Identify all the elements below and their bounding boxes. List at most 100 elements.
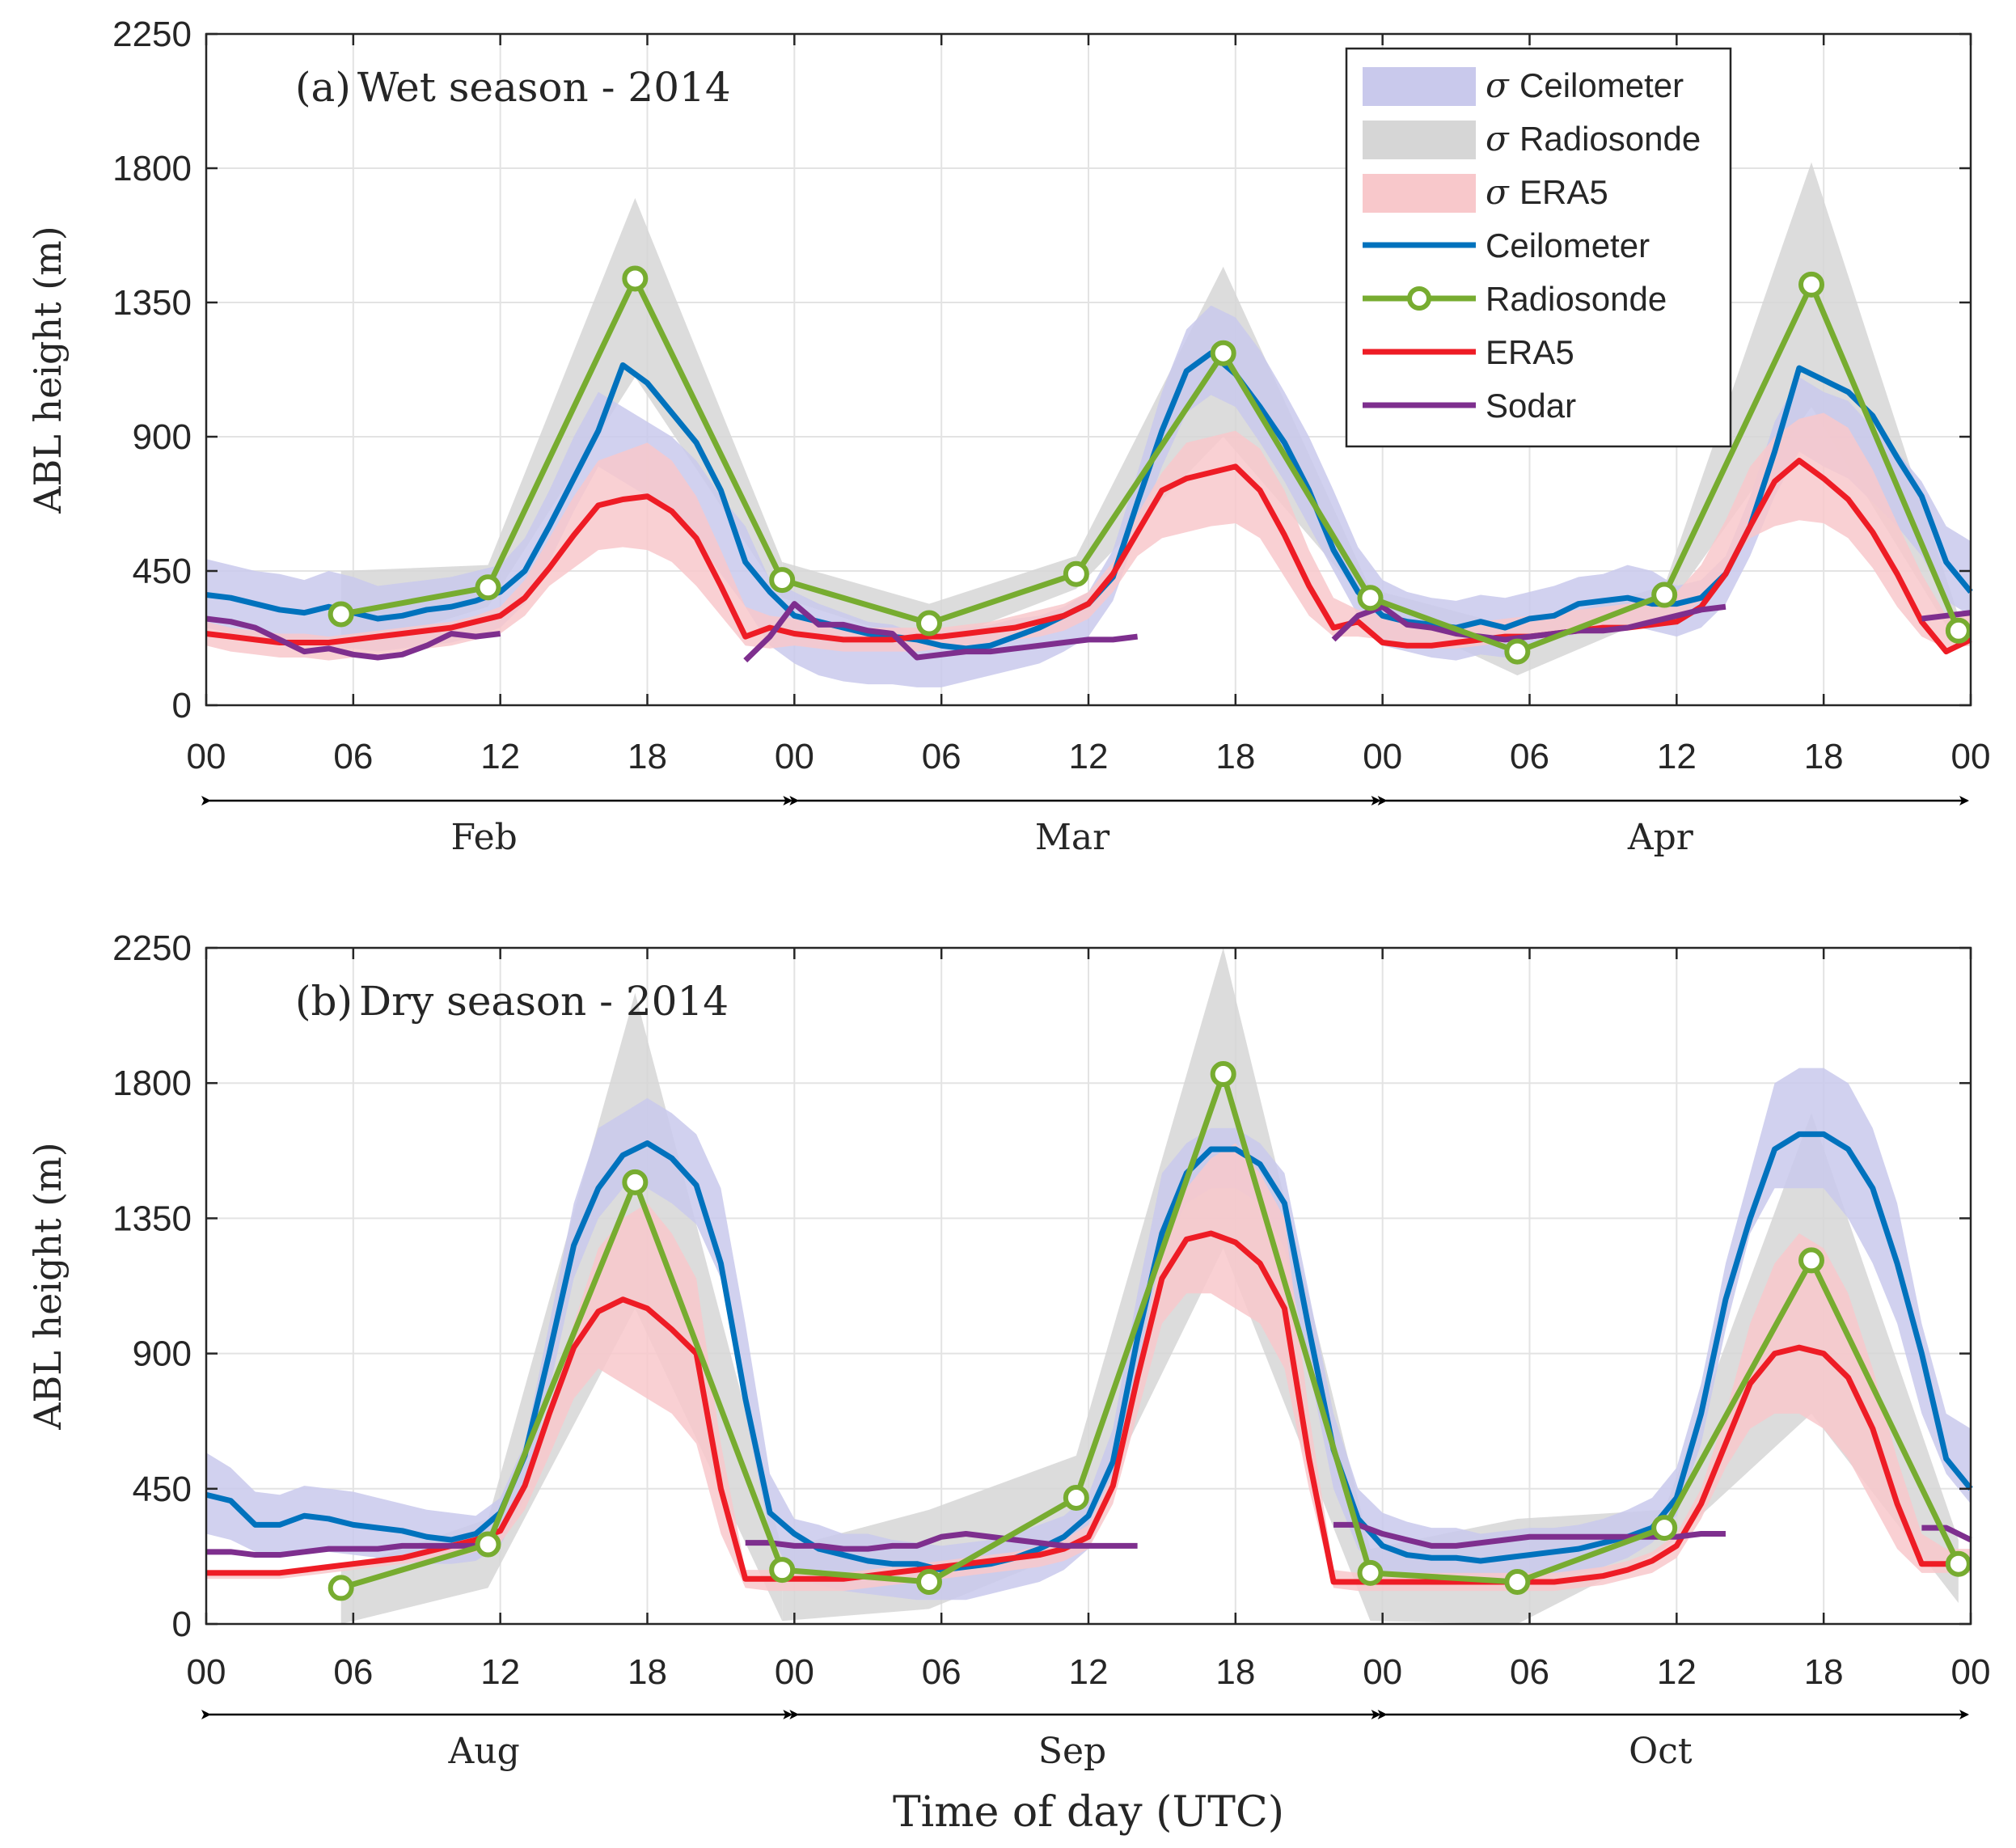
x-tick-label: 12 [1069,737,1109,776]
legend-label-text: ERA5 [1519,173,1608,211]
legend-label-text: Ceilometer [1486,226,1650,264]
lines-b [205,1061,1973,1601]
panel-a-title-text: Wet season - 2014 [357,64,731,111]
sigma-radiosonde-band [782,948,1371,1622]
x-tick-label: 12 [480,737,520,776]
radiosonde-marker [916,1568,943,1595]
x-tick-label: 00 [775,1652,814,1692]
legend-swatch [1363,174,1476,213]
radiosonde-marker [328,601,354,628]
panel-a-label: (a) [295,64,351,111]
legend-sigma: σ [1486,66,1519,105]
radiosonde-marker [769,1557,796,1584]
x-tick-label: 18 [1804,1652,1844,1692]
lines-a [205,265,1973,665]
y-axis-label-b: ABL height (m) [26,1142,70,1430]
legend-swatch [1363,121,1476,159]
x-ticks-b: 00 06 12 18 00 06 12 18 00 06 12 18 00 [187,948,1991,1692]
legend-label: Ceilometer [1486,226,1650,264]
legend-label-text: ERA5 [1486,333,1574,371]
sodar-line [206,1542,501,1558]
sigma-ceilometer-band [206,305,1971,687]
y-tick-label: 900 [133,1334,192,1374]
sigma-radiosonde-band [340,197,783,652]
radiosonde-marker [1357,585,1384,611]
y-ticks-a: 0 450 900 1350 1800 2250 [112,15,1971,725]
legend-label: σ Ceilometer [1486,66,1684,105]
panel-b-title-text: Dry season - 2014 [359,978,729,1025]
x-tick-label: 06 [922,737,962,776]
legend-label-text: Radiosonde [1486,280,1667,318]
month-arrows-a: Feb Mar Apr [201,796,1969,858]
sodar-line [1921,610,1972,622]
legend-marker [1407,286,1431,311]
sodar-line [1921,1524,1972,1543]
x-tick-label: 12 [1069,1652,1109,1692]
x-tick-label: 18 [1215,1652,1255,1692]
x-tick-label: 06 [333,1652,373,1692]
legend-label: Sodar [1486,387,1576,425]
radiosonde-marker [1063,560,1089,587]
radiosonde-marker [328,1575,354,1601]
radiosonde-marker [1651,581,1678,608]
era5-line [205,458,1972,655]
x-tick-label: 00 [1951,737,1991,776]
legend-label-text: Sodar [1486,387,1576,425]
month-label: Oct [1629,1731,1693,1772]
radiosonde-marker [622,1169,649,1195]
radiosonde-line [340,275,1962,655]
x-tick-label: 06 [922,1652,962,1692]
y-tick-label: 1800 [112,149,192,188]
legend-label-text: Ceilometer [1519,66,1684,104]
panel-a-title: (a) Wet season - 2014 [295,64,731,111]
y-tick-label: 1800 [112,1064,192,1103]
x-tick-label: 12 [1657,737,1697,776]
x-tick-label: 00 [775,737,814,776]
y-axis-label-a: ABL height (m) [26,226,70,514]
sodar-line [745,1531,1138,1552]
panel-b-title: (b) Dry season - 2014 [295,978,729,1025]
radiosonde-marker [916,610,943,636]
month-label: Aug [448,1731,520,1772]
x-tick-label: 00 [1363,1652,1402,1692]
y-tick-label: 2250 [112,928,192,968]
x-tick-label: 00 [187,737,226,776]
x-tick-label: 18 [628,737,667,776]
x-tick-label: 00 [187,1652,226,1692]
radiosonde-marker [1357,1559,1384,1586]
radiosonde-marker [475,574,501,601]
radiosonde-marker [1504,1568,1531,1595]
month-label: Feb [451,817,518,858]
month-arrows-b: Aug Sep Oct [201,1710,1969,1772]
radiosonde-marker [622,265,649,292]
radiosonde-marker [1651,1515,1678,1541]
legend-label: ERA5 [1486,333,1574,371]
y-tick-label: 1350 [112,1199,192,1238]
legend-sigma: σ [1486,172,1519,212]
legend-label: Radiosonde [1486,280,1667,318]
radiosonde-marker [1210,340,1236,366]
radiosonde-marker [1063,1484,1089,1511]
y-tick-label: 450 [133,552,192,591]
month-label: Apr [1627,817,1694,858]
legend-sigma: σ [1486,119,1519,159]
legend-label: σ ERA5 [1486,172,1608,212]
radiosonde-line [340,1071,1961,1591]
y-tick-label: 1350 [112,283,192,323]
era5-line [206,1230,1971,1585]
x-ticks-a: 00 06 12 18 00 06 12 18 00 06 12 18 00 [187,34,1991,776]
legend-swatch [1363,67,1476,106]
radiosonde-marker [1945,1550,1972,1577]
sodar-line [205,615,501,661]
y-tick-label: 450 [133,1470,192,1509]
x-tick-label: 06 [333,737,373,776]
sigma-era5-band [206,1143,1971,1592]
sodar-line [743,601,1139,663]
x-tick-label: 00 [1951,1652,1991,1692]
x-tick-label: 18 [628,1652,667,1692]
x-tick-label: 00 [1363,737,1402,776]
